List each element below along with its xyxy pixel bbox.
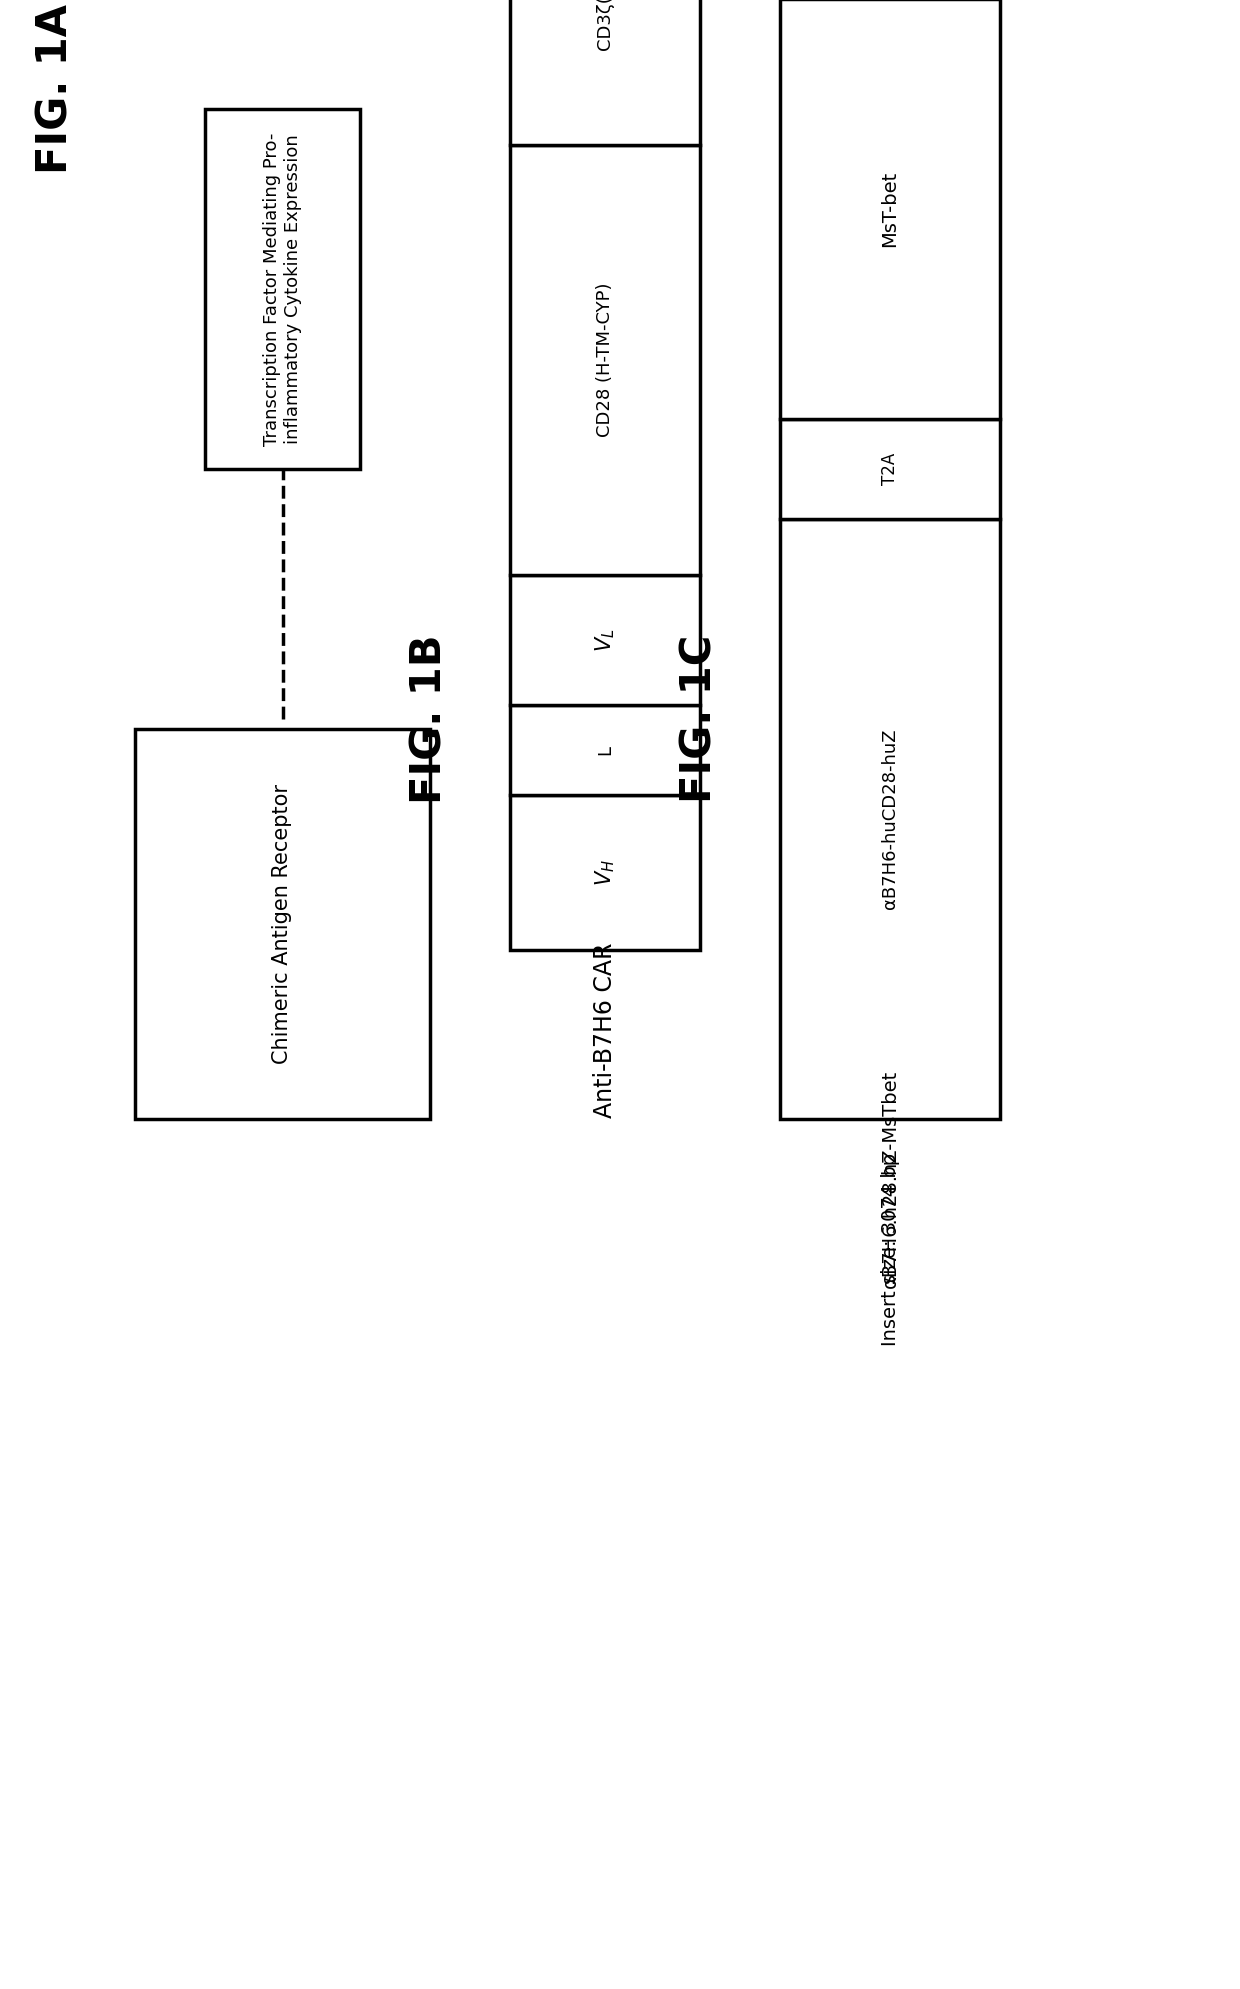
Text: L: L: [596, 746, 614, 756]
Bar: [135, 730, 430, 1120]
Text: Chimeric Antigen Receptor: Chimeric Antigen Receptor: [273, 784, 293, 1064]
Text: MsT-bet: MsT-bet: [880, 171, 899, 247]
Bar: [780, 519, 999, 1120]
Text: $V_L$: $V_L$: [593, 629, 616, 652]
Bar: [780, 0, 999, 420]
Text: CD3ζ(CYP): CD3ζ(CYP): [596, 0, 614, 50]
Bar: [780, 420, 999, 519]
Text: FIG. 1B: FIG. 1B: [409, 634, 451, 804]
Text: FIG. 1C: FIG. 1C: [680, 634, 720, 804]
Bar: [510, 575, 701, 704]
Text: αB7H6.h28.hZ-MsTbet: αB7H6.h28.hZ-MsTbet: [880, 1070, 899, 1289]
Text: T2A: T2A: [880, 453, 899, 485]
Text: FIG. 1A: FIG. 1A: [33, 4, 76, 173]
Bar: [510, 704, 701, 796]
Text: Transcription Factor Mediating Pro-
inflammatory Cytokine Expression: Transcription Factor Mediating Pro- infl…: [263, 133, 301, 446]
Text: αB7H6-huCD28-huZ: αB7H6-huCD28-huZ: [880, 728, 899, 909]
Text: Anti-B7H6 CAR: Anti-B7H6 CAR: [593, 943, 618, 1118]
Bar: [510, 0, 701, 145]
Bar: [510, 796, 701, 951]
Text: CD28 (H-TM-CYP): CD28 (H-TM-CYP): [596, 282, 614, 438]
Bar: [205, 109, 360, 469]
Bar: [510, 145, 701, 575]
Text: Insert size: 3074 bp: Insert size: 3074 bp: [880, 1152, 899, 1347]
Text: $V_H$: $V_H$: [593, 859, 616, 885]
